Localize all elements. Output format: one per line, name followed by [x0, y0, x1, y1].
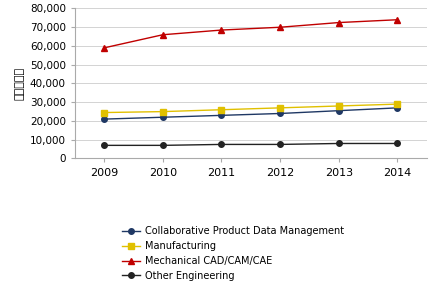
Collaborative Product Data Management [278, 112, 283, 115]
Mechanical CAD/CAM/CAE [219, 28, 224, 32]
Other Engineering [102, 144, 107, 147]
Legend: Collaborative Product Data Management, Manufacturing, Mechanical CAD/CAM/CAE, Ot: Collaborative Product Data Management, M… [122, 226, 344, 281]
Mechanical CAD/CAM/CAE [336, 21, 341, 24]
Other Engineering [278, 143, 283, 146]
Collaborative Product Data Management [102, 117, 107, 121]
Manufacturing [336, 104, 341, 108]
Collaborative Product Data Management [160, 115, 165, 119]
Mechanical CAD/CAM/CAE [395, 18, 400, 22]
Line: Mechanical CAD/CAM/CAE: Mechanical CAD/CAM/CAE [101, 16, 401, 51]
Manufacturing [395, 102, 400, 106]
Manufacturing [102, 111, 107, 114]
Mechanical CAD/CAM/CAE [102, 46, 107, 50]
Manufacturing [219, 108, 224, 112]
Line: Other Engineering: Other Engineering [101, 141, 400, 148]
Manufacturing [160, 110, 165, 113]
Other Engineering [219, 143, 224, 146]
Other Engineering [395, 142, 400, 145]
Mechanical CAD/CAM/CAE [160, 33, 165, 37]
Line: Collaborative Product Data Management: Collaborative Product Data Management [101, 105, 400, 122]
Y-axis label: （百万円）: （百万円） [14, 67, 24, 100]
Manufacturing [278, 106, 283, 110]
Collaborative Product Data Management [219, 114, 224, 117]
Other Engineering [160, 144, 165, 147]
Collaborative Product Data Management [336, 109, 341, 112]
Mechanical CAD/CAM/CAE [278, 25, 283, 29]
Line: Manufacturing: Manufacturing [101, 101, 400, 115]
Other Engineering [336, 142, 341, 145]
Collaborative Product Data Management [395, 106, 400, 110]
